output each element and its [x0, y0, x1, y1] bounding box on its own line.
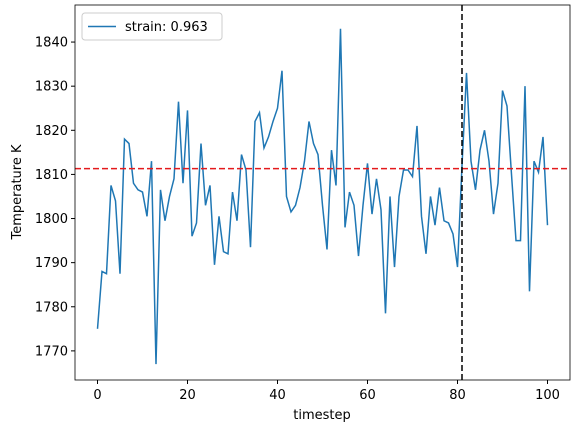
- y-tick-label: 1840: [35, 36, 68, 51]
- legend-label: strain: 0.963: [125, 20, 208, 35]
- legend-box: [81, 12, 223, 41]
- y-tick-label: 1790: [35, 256, 68, 271]
- x-tick-label: 100: [535, 388, 560, 403]
- data-line: [96, 28, 549, 365]
- x-tick-label: 20: [179, 388, 196, 403]
- y-tick-label: 1780: [35, 300, 68, 315]
- y-tick-label: 1820: [35, 124, 68, 139]
- y-tick-label: 1830: [35, 80, 68, 95]
- x-tick-label: 60: [359, 388, 376, 403]
- x-axis-label: timestep: [293, 408, 351, 423]
- y-axis-label: Temperature K: [10, 144, 25, 240]
- y-tick-label: 1810: [35, 168, 68, 183]
- axes-frame: [74, 4, 571, 381]
- x-tick-label: 80: [449, 388, 466, 403]
- x-tick-label: 40: [269, 388, 286, 403]
- y-tick-label: 1770: [35, 344, 68, 359]
- y-tick-label: 1800: [35, 212, 68, 227]
- x-tick-label: 0: [93, 388, 101, 403]
